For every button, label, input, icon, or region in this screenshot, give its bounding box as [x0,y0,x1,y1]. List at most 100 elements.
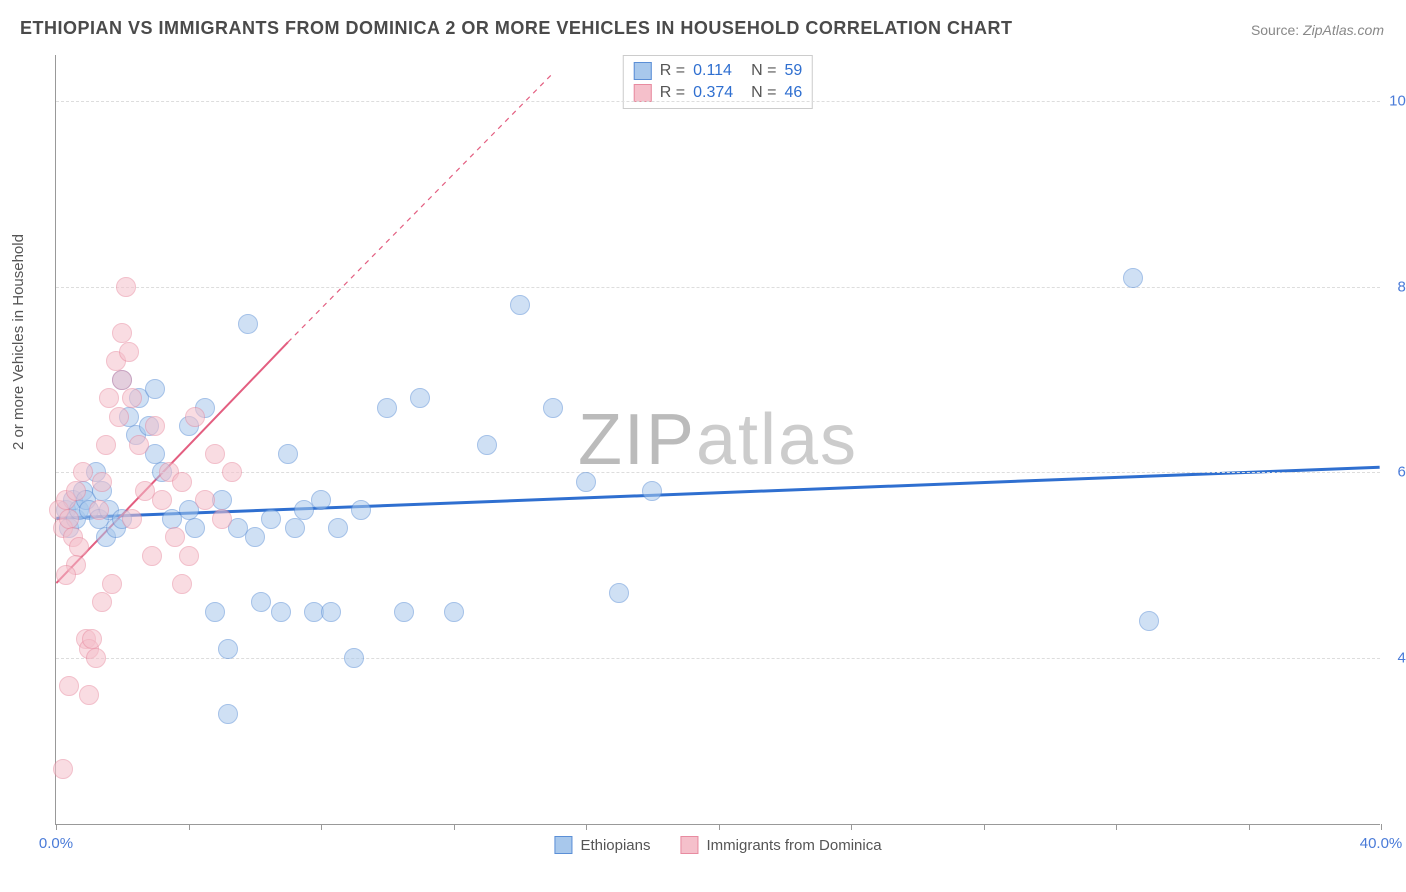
scatter-point-dominica [59,676,79,696]
scatter-point-ethiopians [285,518,305,538]
scatter-point-dominica [89,500,109,520]
scatter-point-ethiopians [394,602,414,622]
scatter-point-dominica [56,565,76,585]
trend-lines-layer [56,55,1380,824]
scatter-point-ethiopians [328,518,348,538]
scatter-point-dominica [59,509,79,529]
stats-n-value: 46 [784,84,802,102]
stats-n-label: N = [751,84,776,102]
scatter-point-dominica [102,574,122,594]
scatter-point-ethiopians [642,481,662,501]
plot-area: ZIPatlas R =0.114N =59R =0.374N =46 Ethi… [55,55,1380,825]
scatter-point-ethiopians [477,435,497,455]
x-tick-label: 40.0% [1360,835,1403,852]
stats-r-value: 0.114 [693,62,743,80]
trend-line [56,467,1379,518]
scatter-point-dominica [185,407,205,427]
watermark: ZIPatlas [578,399,858,481]
scatter-point-dominica [92,592,112,612]
source-value: ZipAtlas.com [1303,22,1384,38]
scatter-point-dominica [212,509,232,529]
scatter-point-ethiopians [278,444,298,464]
scatter-point-dominica [82,629,102,649]
watermark-bold: ZIP [578,400,696,480]
gridline [56,472,1380,473]
source-attribution: Source: ZipAtlas.com [1251,22,1384,38]
x-tick [851,824,852,830]
x-tick [586,824,587,830]
gridline [56,287,1380,288]
legend-item-ethiopians: Ethiopians [554,836,650,854]
scatter-point-dominica [79,685,99,705]
x-tick [1249,824,1250,830]
x-tick [719,824,720,830]
scatter-point-dominica [195,490,215,510]
scatter-point-ethiopians [245,527,265,547]
legend-label: Immigrants from Dominica [707,837,882,854]
x-tick [984,824,985,830]
scatter-point-dominica [205,444,225,464]
scatter-point-ethiopians [238,314,258,334]
scatter-point-dominica [165,527,185,547]
stats-r-label: R = [660,84,685,102]
scatter-point-ethiopians [185,518,205,538]
x-tick-label: 0.0% [39,835,73,852]
watermark-light: atlas [696,400,858,480]
scatter-point-dominica [172,574,192,594]
scatter-point-dominica [145,416,165,436]
scatter-point-ethiopians [321,602,341,622]
scatter-point-ethiopians [377,398,397,418]
x-tick [321,824,322,830]
scatter-point-ethiopians [543,398,563,418]
scatter-point-dominica [122,509,142,529]
stats-row-ethiopians: R = 0.114 N = 59 [634,60,802,82]
chart-title: ETHIOPIAN VS IMMIGRANTS FROM DOMINICA 2 … [20,18,1013,39]
stats-n-label: N = [751,62,776,80]
stats-r-label: R = [660,62,685,80]
scatter-point-dominica [179,546,199,566]
y-axis-label: 2 or more Vehicles in Household [10,234,27,450]
y-tick-label: 60.0% [1385,464,1406,481]
scatter-point-ethiopians [576,472,596,492]
scatter-point-ethiopians [1123,268,1143,288]
scatter-point-dominica [122,388,142,408]
scatter-point-dominica [112,370,132,390]
stats-r-value: 0.374 [693,84,743,102]
scatter-point-ethiopians [205,602,225,622]
scatter-point-dominica [96,435,116,455]
gridline [56,101,1380,102]
scatter-point-ethiopians [510,295,530,315]
swatch-icon [681,836,699,854]
legend-label: Ethiopians [580,837,650,854]
x-tick [1116,824,1117,830]
scatter-point-ethiopians [609,583,629,603]
scatter-point-dominica [73,462,93,482]
y-tick-label: 40.0% [1385,650,1406,667]
scatter-point-dominica [222,462,242,482]
scatter-point-dominica [112,323,132,343]
bottom-legend: Ethiopians Immigrants from Dominica [554,836,881,854]
y-tick-label: 100.0% [1385,93,1406,110]
scatter-point-dominica [99,388,119,408]
scatter-point-dominica [172,472,192,492]
scatter-point-dominica [92,472,112,492]
x-tick [56,824,57,830]
x-tick [189,824,190,830]
scatter-point-ethiopians [261,509,281,529]
scatter-point-dominica [53,759,73,779]
scatter-point-ethiopians [251,592,271,612]
scatter-point-ethiopians [311,490,331,510]
scatter-point-ethiopians [1139,611,1159,631]
scatter-point-ethiopians [218,704,238,724]
swatch-icon [554,836,572,854]
scatter-point-dominica [86,648,106,668]
x-tick [454,824,455,830]
y-tick-label: 80.0% [1385,278,1406,295]
swatch-icon [634,84,652,102]
scatter-point-dominica [119,342,139,362]
stats-n-value: 59 [784,62,802,80]
scatter-point-ethiopians [218,639,238,659]
scatter-point-dominica [116,277,136,297]
source-label: Source: [1251,22,1299,38]
scatter-point-ethiopians [344,648,364,668]
